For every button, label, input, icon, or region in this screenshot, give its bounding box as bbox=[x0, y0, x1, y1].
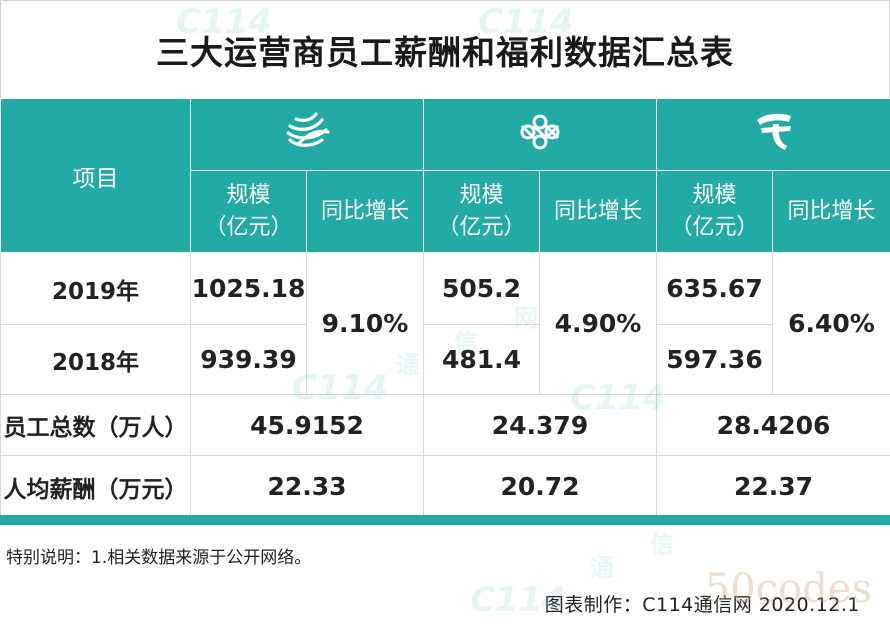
unicom-scale-header: 规模 （亿元） bbox=[423, 170, 540, 253]
telecom-scale-header: 规模 （亿元） bbox=[656, 170, 773, 253]
mobile-scale-label: 规模 bbox=[226, 182, 271, 208]
unicom-scale-label: 规模 bbox=[459, 182, 504, 208]
telecom-staff-value: 28.4206 bbox=[656, 394, 890, 456]
mobile-staff-value: 45.9152 bbox=[190, 394, 424, 456]
table-row: 人均薪酬（万元） 22.33 20.72 22.37 bbox=[0, 455, 890, 518]
unicom-growth-value: 4.90% bbox=[539, 252, 657, 395]
mobile-scale-unit: （亿元） bbox=[204, 214, 293, 240]
mobile-growth-header: 同比增长 bbox=[306, 170, 424, 253]
china-unicom-logo-icon bbox=[514, 110, 566, 160]
mobile-2019-value: 1025.18 bbox=[190, 252, 307, 325]
china-telecom-logo-icon bbox=[751, 110, 797, 160]
mobile-scale-header: 规模 （亿元） bbox=[190, 170, 307, 253]
row-label-2019: 2019年 bbox=[0, 252, 191, 325]
watermark-char: 通 bbox=[590, 554, 614, 582]
telecom-scale-label: 规模 bbox=[692, 182, 737, 208]
telecom-growth-value: 6.40% bbox=[772, 252, 890, 395]
item-header: 项目 bbox=[0, 98, 191, 253]
telecom-2018-value: 597.36 bbox=[656, 324, 773, 395]
unicom-growth-header: 同比增长 bbox=[539, 170, 657, 253]
unicom-pay-value: 20.72 bbox=[423, 455, 657, 518]
mobile-2018-value: 939.39 bbox=[190, 324, 307, 395]
telecom-2019-value: 635.67 bbox=[656, 252, 773, 325]
row-label-staff: 员工总数（万人） bbox=[0, 394, 191, 456]
unicom-scale-unit: （亿元） bbox=[437, 214, 526, 240]
bottom-accent-bar bbox=[0, 515, 890, 525]
china-unicom-header bbox=[423, 98, 657, 171]
salary-table: 项目 bbox=[0, 98, 890, 518]
row-label-pay: 人均薪酬（万元） bbox=[0, 455, 191, 518]
row-label-2018: 2018年 bbox=[0, 324, 191, 395]
unicom-2018-value: 481.4 bbox=[423, 324, 540, 395]
telecom-growth-header: 同比增长 bbox=[772, 170, 890, 253]
china-telecom-header bbox=[656, 98, 890, 171]
mobile-pay-value: 22.33 bbox=[190, 455, 424, 518]
table-row: 2019年 1025.18 9.10% 505.2 4.90% 635.67 6… bbox=[0, 252, 890, 395]
telecom-pay-value: 22.37 bbox=[656, 455, 890, 518]
table-title: 三大运营商员工薪酬和福利数据汇总表 bbox=[0, 0, 890, 98]
mobile-growth-value: 9.10% bbox=[306, 252, 424, 395]
watermark-char: 信 bbox=[650, 530, 674, 558]
table-row: 员工总数（万人） 45.9152 24.379 28.4206 bbox=[0, 394, 890, 456]
footnote: 特别说明：1.相关数据来源于公开网络。 bbox=[6, 548, 312, 568]
table-row: 2018年 939.39 481.4 597.36 bbox=[0, 324, 890, 395]
china-mobile-logo-icon bbox=[282, 110, 332, 160]
unicom-2019-value: 505.2 bbox=[423, 252, 540, 325]
china-mobile-header bbox=[190, 98, 424, 171]
telecom-scale-unit: （亿元） bbox=[670, 214, 759, 240]
chart-credit: 图表制作：C114通信网 2020.12.1 bbox=[544, 594, 860, 616]
unicom-staff-value: 24.379 bbox=[423, 394, 657, 456]
